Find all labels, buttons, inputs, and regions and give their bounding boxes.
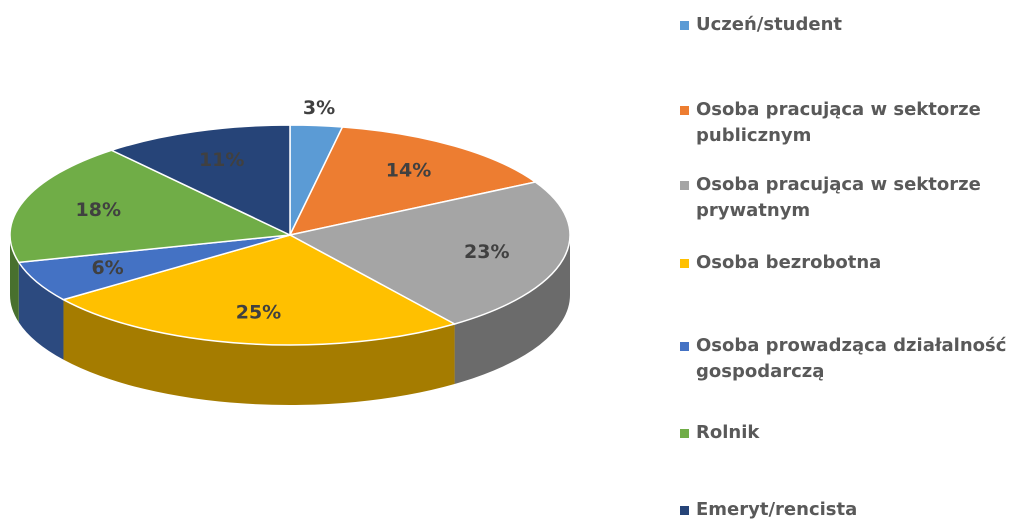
data-label: 6% bbox=[91, 257, 123, 279]
data-label: 25% bbox=[236, 302, 281, 324]
legend-swatch bbox=[680, 506, 689, 515]
legend-label: Emeryt/rencista bbox=[696, 499, 858, 520]
data-label: 11% bbox=[199, 149, 244, 171]
legend-swatch bbox=[680, 181, 689, 190]
data-label: 23% bbox=[464, 241, 509, 263]
data-label: 14% bbox=[386, 159, 431, 181]
legend-item: Rolnik bbox=[680, 420, 1030, 446]
legend-swatch bbox=[680, 106, 689, 115]
pie-slice bbox=[61, 234, 457, 346]
pie-slice bbox=[288, 126, 538, 237]
legend-label: Osoba bezrobotna bbox=[696, 252, 882, 273]
pie-side bbox=[63, 299, 455, 405]
legend-swatch bbox=[680, 21, 689, 30]
data-label: 3% bbox=[303, 97, 335, 119]
legend-label: Rolnik bbox=[696, 422, 760, 443]
legend-item: Osoba prowadząca działalność gospodarczą bbox=[680, 333, 1030, 385]
legend-item: Emeryt/rencista bbox=[680, 497, 1030, 523]
pie-side bbox=[10, 235, 19, 323]
legend-item: Osoba pracująca w sektorze prywatnym bbox=[680, 172, 1030, 224]
legend-swatch bbox=[680, 259, 689, 268]
legend-swatch bbox=[680, 342, 689, 351]
pie-slice bbox=[109, 124, 291, 237]
pie-side bbox=[454, 235, 570, 384]
legend-item: Uczeń/student bbox=[680, 12, 1030, 38]
pie-slice bbox=[287, 181, 571, 325]
legend-swatch bbox=[680, 429, 689, 438]
legend-label: Osoba pracująca w sektorze prywatnym bbox=[696, 174, 981, 221]
data-label: 18% bbox=[76, 199, 121, 221]
chart: 3% 14% 23% 25% 6% 18% 11% bbox=[9, 97, 571, 405]
pie-slice bbox=[9, 149, 293, 264]
legend-item: Osoba pracująca w sektorze publicznym bbox=[680, 97, 1030, 149]
legend-label: Osoba prowadząca działalność gospodarczą bbox=[696, 335, 1007, 382]
legend-label: Osoba pracująca w sektorze publicznym bbox=[696, 99, 981, 146]
legend-item: Osoba bezrobotna bbox=[680, 250, 1030, 276]
pie-side bbox=[18, 262, 64, 360]
legend-label: Uczeń/student bbox=[696, 14, 843, 35]
